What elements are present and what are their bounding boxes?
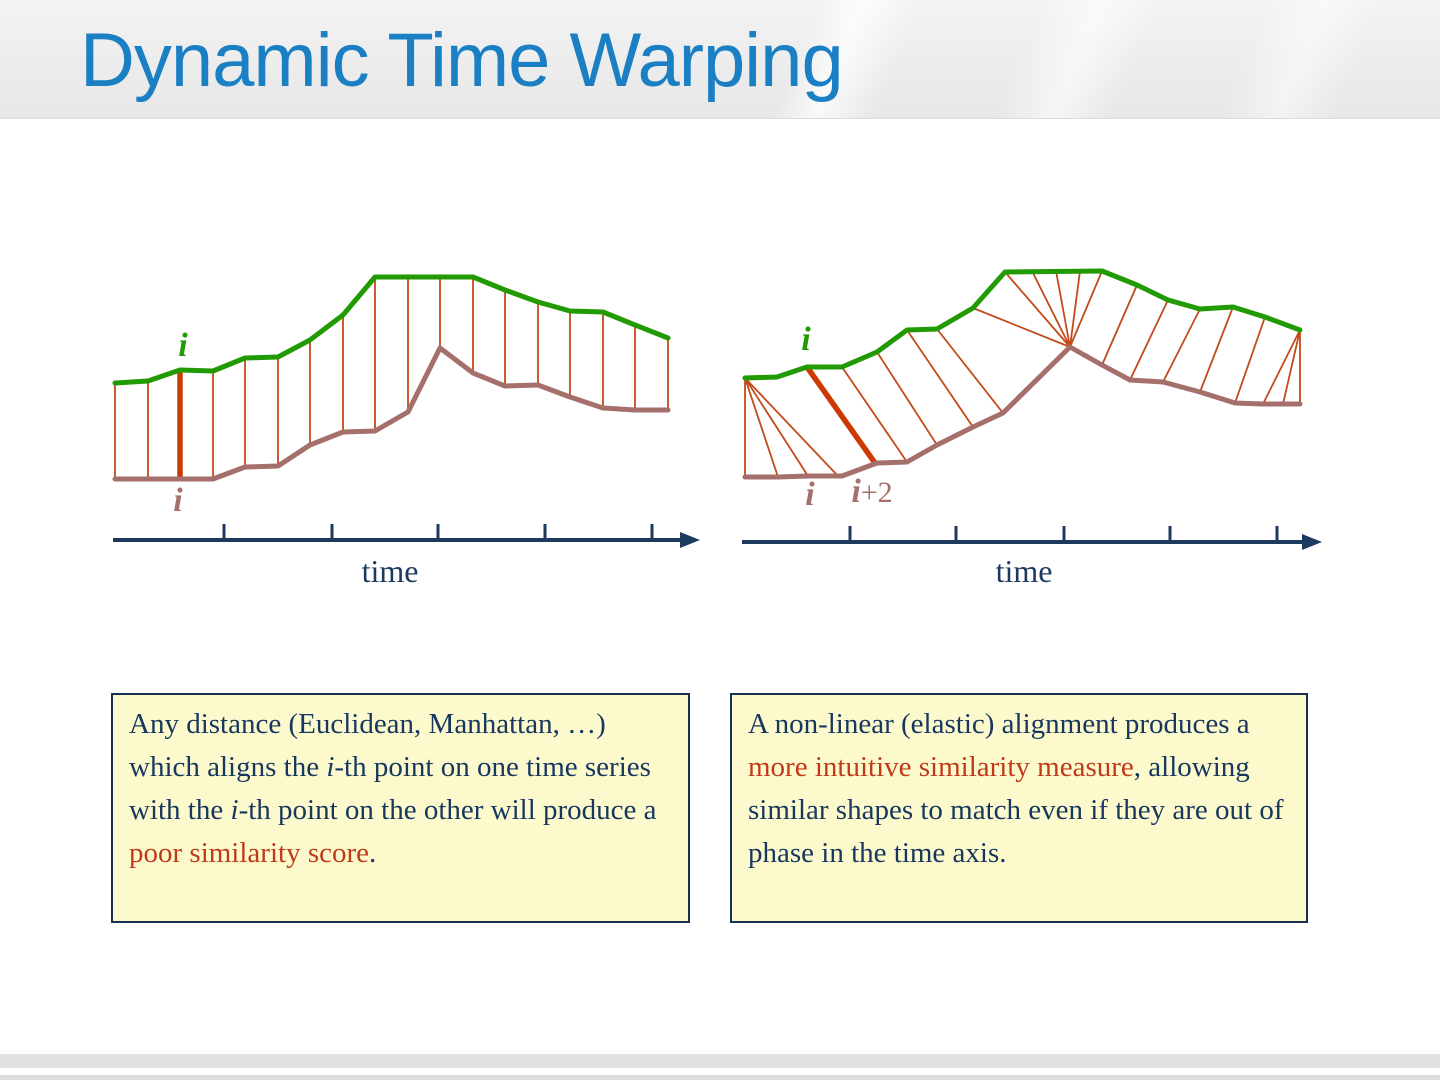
svg-text:i: i	[173, 482, 183, 519]
euclidean-note-box: Any distance (Euclidean, Manhattan, …) w…	[111, 693, 690, 923]
dtw-note-box: A non-linear (elastic) alignment produce…	[730, 693, 1308, 923]
footer-strip-lower	[0, 1075, 1440, 1080]
dtw-alignment-diagram: time i i i+2	[742, 268, 1322, 589]
euclidean-alignment-diagram: time i i	[112, 274, 700, 589]
svg-text:i: i	[178, 327, 188, 364]
dtw-note-text: A non-linear (elastic) alignment produce…	[748, 708, 1284, 869]
slide-header: Dynamic Time Warping	[0, 0, 1440, 119]
svg-text:time: time	[996, 553, 1053, 589]
euclidean-note-text: Any distance (Euclidean, Manhattan, …) w…	[129, 708, 657, 869]
svg-text:i+2: i+2	[851, 473, 892, 510]
svg-text:time: time	[362, 553, 419, 589]
svg-text:i: i	[805, 476, 815, 513]
slide-title: Dynamic Time Warping	[80, 18, 844, 103]
svg-text:i: i	[801, 321, 811, 358]
footer-strip-upper	[0, 1054, 1440, 1068]
